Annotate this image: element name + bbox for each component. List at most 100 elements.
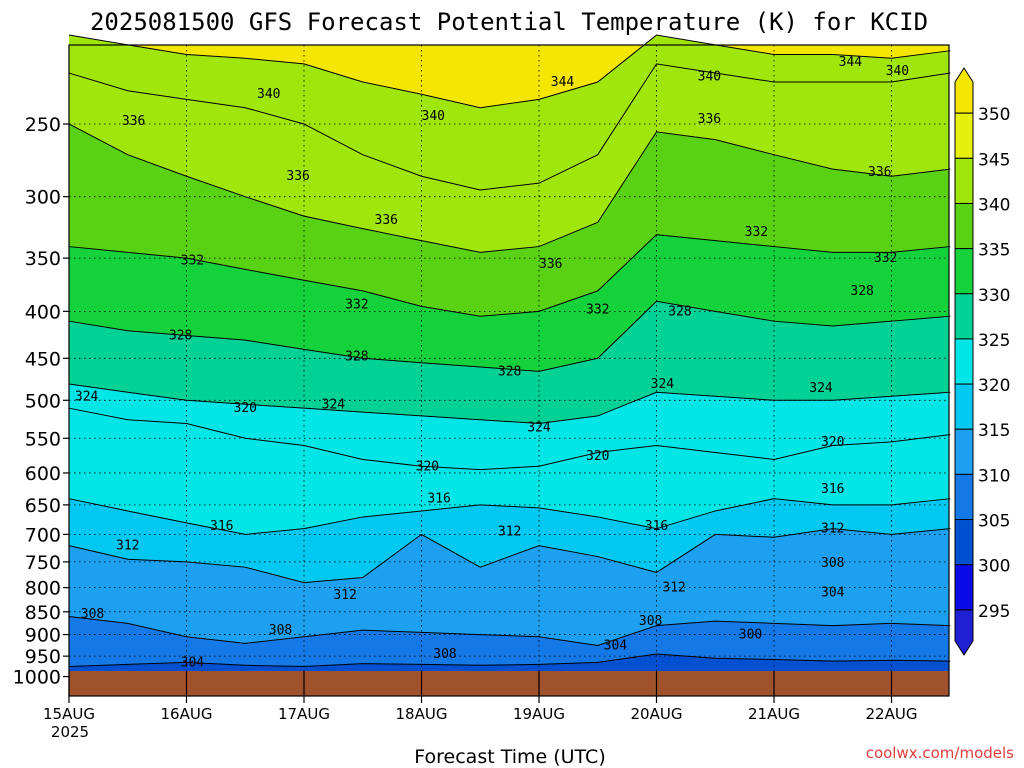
contour-label: 340 xyxy=(698,70,721,85)
contour-label: 336 xyxy=(375,213,398,228)
y-tick-label: 950 xyxy=(25,646,61,668)
ground-layer xyxy=(69,671,949,696)
contour-label: 336 xyxy=(868,165,891,180)
colorbar-label: 330 xyxy=(978,286,1010,306)
contour-label: 328 xyxy=(850,284,873,299)
contour-label: 324 xyxy=(527,420,551,435)
y-tick-label: 350 xyxy=(25,248,61,270)
credit-link[interactable]: coolwx.com/models xyxy=(866,744,1014,762)
y-tick-label: 250 xyxy=(25,114,61,136)
y-axis: 2503003504004505005506006507007508008509… xyxy=(13,114,69,689)
colorbar-segment xyxy=(954,202,974,250)
contour-line-344 xyxy=(68,34,951,109)
x-tick-label: 17AUG xyxy=(278,705,330,723)
y-tick-label: 300 xyxy=(25,187,61,209)
colorbar-segment xyxy=(954,293,974,340)
colorbar-label: 350 xyxy=(978,105,1010,125)
contour-label: 336 xyxy=(122,114,145,129)
contour-label: 312 xyxy=(821,522,844,537)
y-tick-label: 400 xyxy=(25,301,61,323)
fill-band-304 xyxy=(69,654,951,671)
contour-label: 324 xyxy=(322,397,346,412)
contour-label: 328 xyxy=(668,304,691,319)
contour-label: 328 xyxy=(498,364,521,379)
contour-label: 320 xyxy=(234,401,257,416)
y-tick-label: 500 xyxy=(25,390,61,412)
colorbar-label: 315 xyxy=(978,421,1010,441)
contour-label: 336 xyxy=(286,169,309,184)
contour-label: 308 xyxy=(269,623,292,638)
y-tick-label: 600 xyxy=(25,463,61,485)
contour-label: 324 xyxy=(75,389,99,404)
contour-line-316 xyxy=(68,498,951,535)
contour-line-308 xyxy=(68,615,951,647)
contour-label: 304 xyxy=(821,586,845,601)
contour-label: 320 xyxy=(416,459,439,474)
x-tick-label: 15AUG xyxy=(43,705,95,723)
contour-label: 316 xyxy=(210,519,233,534)
x-tick-label: 20AUG xyxy=(631,705,683,723)
colorbar: 295 300 305 310 315 320 325 330 335 340 345 350 xyxy=(954,67,1010,656)
contour-label: 324 xyxy=(651,377,675,392)
contour-label: 344 xyxy=(551,75,575,90)
contour-label: 340 xyxy=(257,87,280,102)
colorbar-segment xyxy=(954,383,974,430)
colorbar-segment xyxy=(954,67,974,114)
contour-line-304 xyxy=(68,653,951,667)
contour-lines xyxy=(68,34,951,667)
y-tick-label: 450 xyxy=(25,348,61,370)
x-axis-label: Forecast Time (UTC) xyxy=(414,746,605,768)
y-tick-label: 550 xyxy=(25,428,61,450)
colorbar-label: 305 xyxy=(978,512,1010,532)
colorbar-segment xyxy=(954,338,974,385)
x-tick-label: 16AUG xyxy=(161,705,213,723)
contour-label: 336 xyxy=(539,257,562,272)
contour-line-332 xyxy=(68,234,951,317)
colorbar-label: 340 xyxy=(978,195,1010,215)
contour-label: 312 xyxy=(116,539,139,554)
contour-label: 320 xyxy=(821,435,844,450)
contour-label: 332 xyxy=(181,253,204,268)
contour-label: 312 xyxy=(498,525,521,540)
colorbar-label: 335 xyxy=(978,241,1010,261)
contour-label: 340 xyxy=(886,64,909,79)
contour-label: 304 xyxy=(604,639,628,654)
x-axis: 15AUG 16AUG 17AUG 18AUG 19AUG 20AUG 21AUG 22AUG xyxy=(43,671,917,723)
contour-label: 304 xyxy=(181,655,205,670)
colorbar-label: 310 xyxy=(978,466,1010,486)
contour-fills xyxy=(69,35,951,672)
colorbar-label: 345 xyxy=(978,150,1010,170)
colorbar-label: 295 xyxy=(978,602,1010,622)
colorbar-segment xyxy=(954,112,974,159)
colorbar-segment xyxy=(954,157,974,204)
y-tick-label: 750 xyxy=(25,552,61,574)
y-tick-label: 1000 xyxy=(13,667,61,689)
colorbar-segment xyxy=(954,609,974,656)
plot-frame xyxy=(68,44,950,697)
contour-label: 324 xyxy=(809,381,833,396)
y-tick-label: 650 xyxy=(25,495,61,517)
colorbar-segment xyxy=(954,564,974,611)
contour-label: 344 xyxy=(839,55,863,70)
contour-label: 316 xyxy=(427,492,450,507)
colorbar-segment xyxy=(954,428,974,475)
contour-line-324 xyxy=(68,383,951,425)
x-tick-label: 21AUG xyxy=(748,705,800,723)
colorbar-label: 300 xyxy=(978,557,1010,577)
colorbar-segment xyxy=(954,519,974,566)
contour-label: 336 xyxy=(698,112,721,127)
contour-label: 312 xyxy=(662,581,685,596)
contour-line-312 xyxy=(68,528,951,584)
colorbar-segment xyxy=(954,248,974,295)
x-tick-label: 19AUG xyxy=(513,705,565,723)
contour-label: 312 xyxy=(333,588,356,603)
contour-label: 316 xyxy=(645,519,668,534)
contour-label: 340 xyxy=(422,109,445,124)
contour-line-336 xyxy=(68,123,951,253)
contour-label: 332 xyxy=(745,225,768,240)
contour-label: 328 xyxy=(345,350,368,365)
contour-labels: 340 344 340 336 336 336 336 340 344 340 336 336 332 3… xyxy=(75,55,909,670)
contour-line-340 xyxy=(68,63,951,191)
y-tick-label: 900 xyxy=(25,625,61,647)
